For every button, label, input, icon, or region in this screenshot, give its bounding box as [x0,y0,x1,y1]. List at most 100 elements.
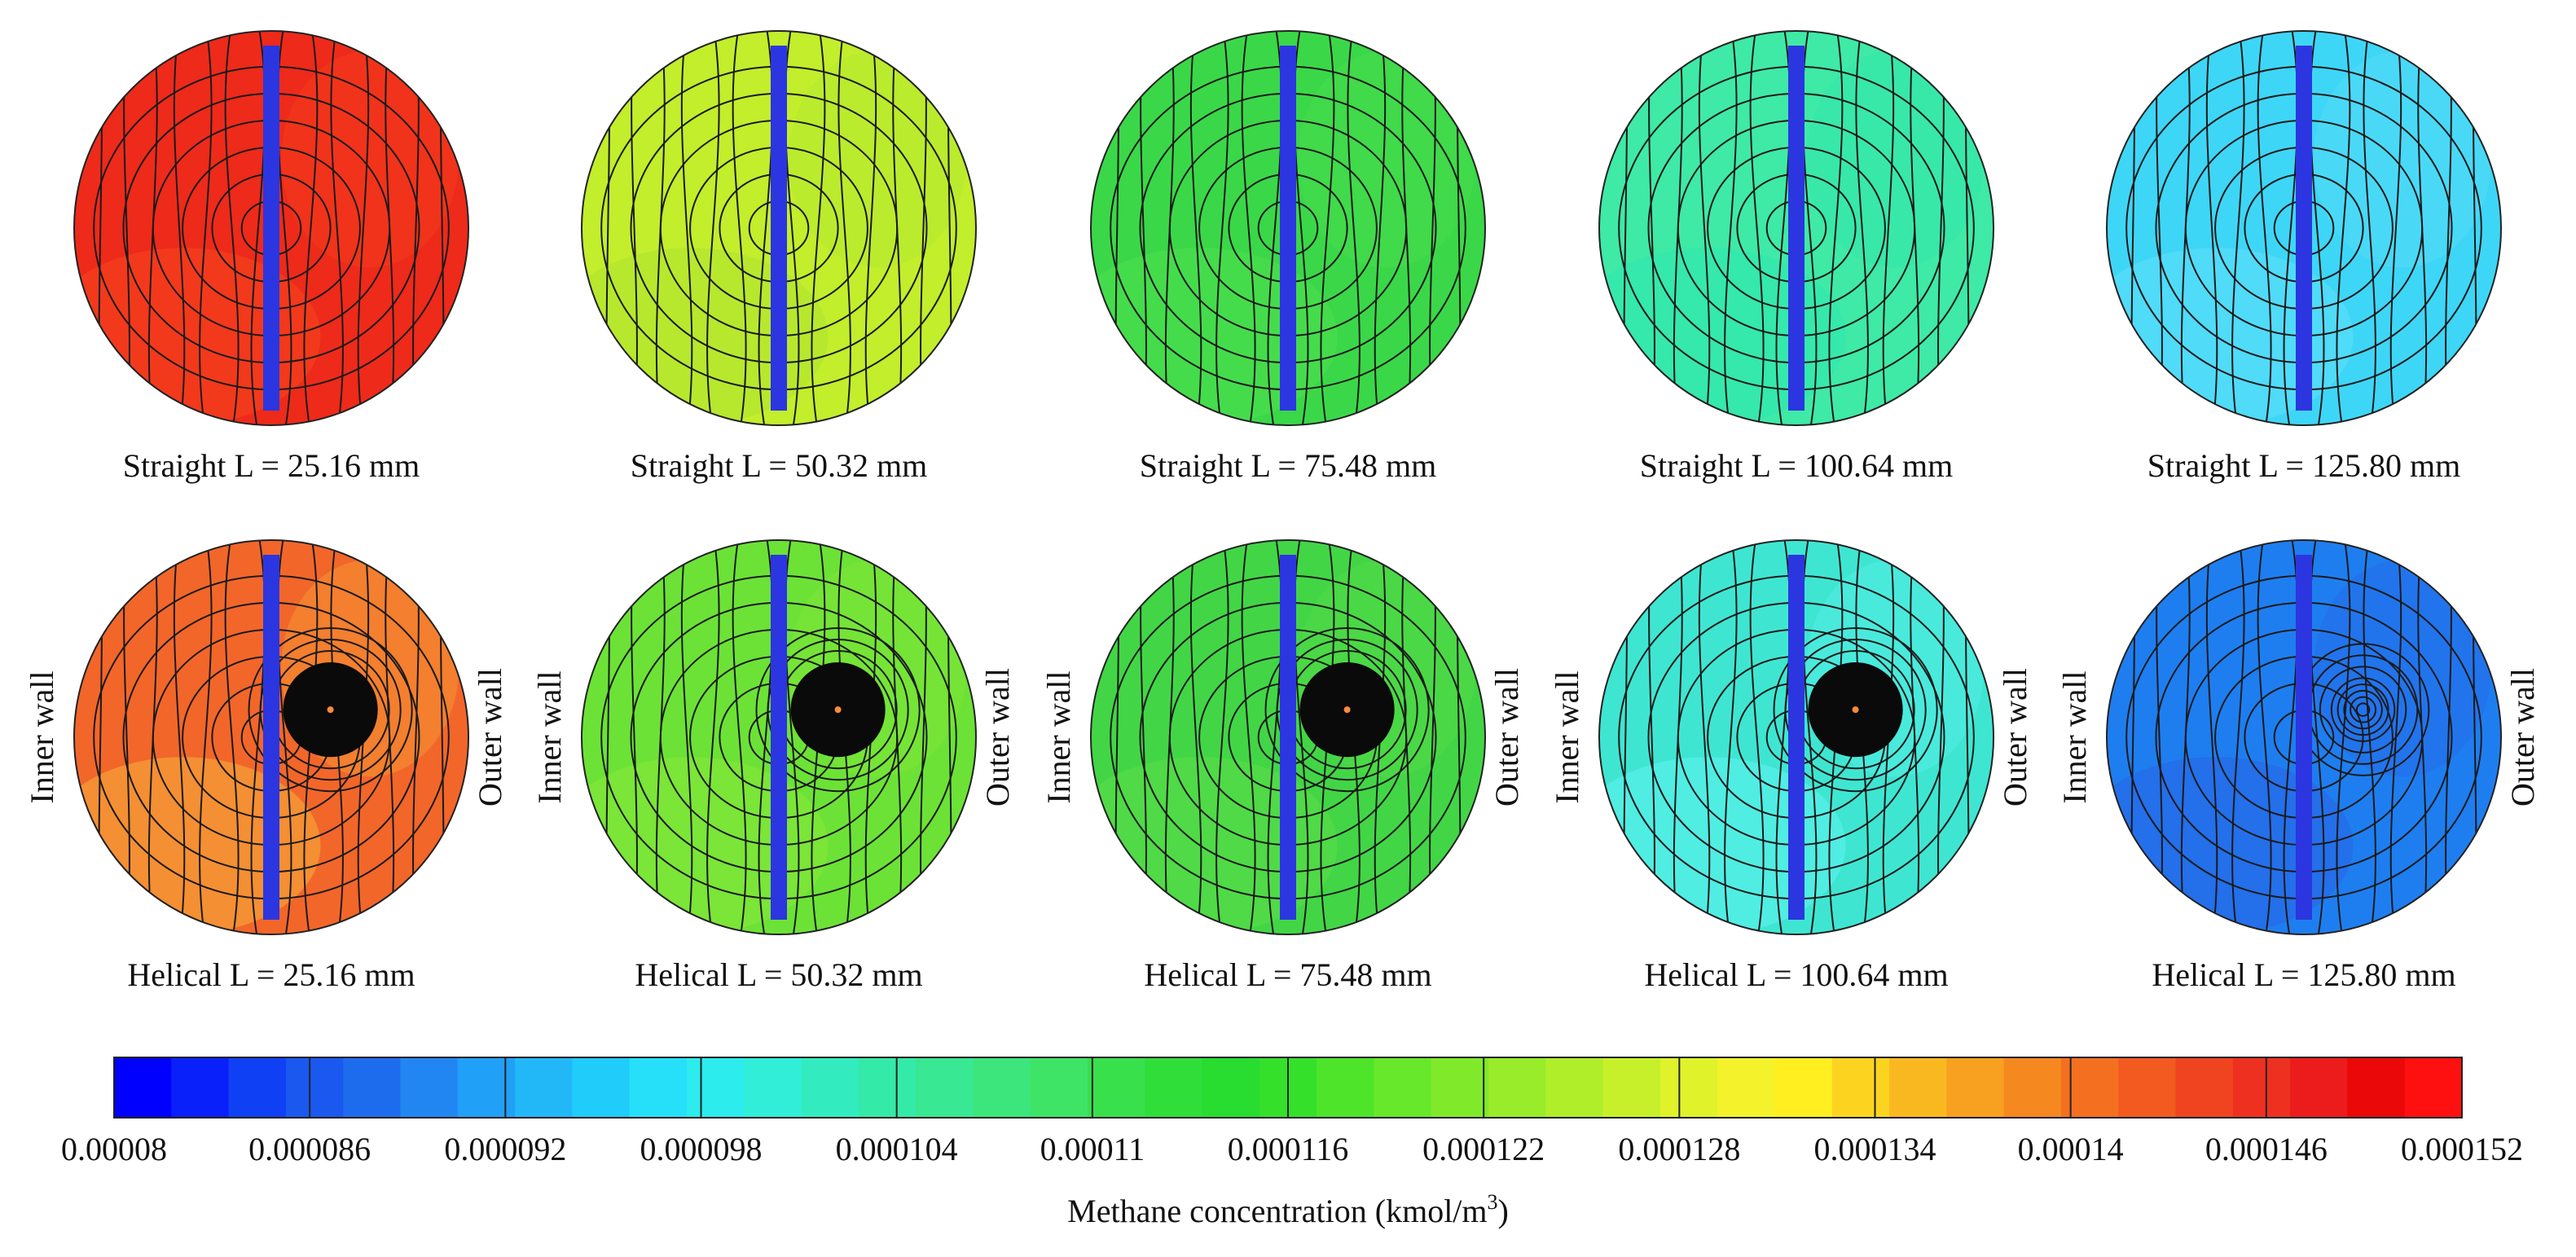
colorbar-tick-label: 0.000104 [836,1131,958,1167]
colorbar-cell [1774,1057,1833,1118]
panel-label: Straight L = 125.80 mm [2147,447,2460,484]
disk-outline [2106,30,2502,426]
panel-label: Straight L = 25.16 mm [123,447,420,484]
vortex-center [1852,706,1859,714]
inner-wall-label: Inner wall [2056,670,2093,803]
streamline [732,31,747,425]
colorbar-cell [2118,1057,2177,1118]
baffle-bar [1280,555,1296,920]
streamline [1882,31,1895,425]
colorbar-cell [2347,1057,2406,1118]
streamline [173,540,186,934]
panel-straight-2: Straight L = 50.32 mm [581,30,977,484]
panel-straight-1: Straight L = 25.16 mm [73,30,469,484]
panel-label: Straight L = 50.32 mm [631,447,927,484]
vortex-ring [259,639,402,781]
streamline [303,31,319,425]
colorbar-cell [114,1057,172,1118]
panel-label: Helical L = 100.64 mm [1644,956,1948,993]
panels-group: Straight L = 25.16 mm Straight L = 50.32 … [24,30,2541,993]
baffle-bar [263,46,279,411]
outer-wall-label: Outer wall [1488,668,1525,807]
colorbar-tick-label: 0.000116 [1228,1131,1349,1167]
colorbar-cell [686,1057,745,1118]
vortex-ring [1264,627,1430,793]
streamline [1241,31,1256,425]
vortex-center [834,706,842,714]
streamline [2205,31,2218,425]
colorbar-cell [2175,1057,2234,1118]
panel-straight-3: Straight L = 75.48 mm [1090,30,1486,484]
streamline [1189,31,1202,425]
contour-shade [2314,51,2491,268]
vortex-ring [2330,677,2396,742]
colorbar-cell [1317,1057,1375,1118]
streamline [224,31,240,425]
baffle-bar [771,46,787,411]
panel-label: Helical L = 75.48 mm [1144,956,1431,993]
streamline [680,540,693,934]
streamline [2205,540,2218,934]
vortex-center [1343,706,1351,714]
inner-wall-label: Inner wall [1040,670,1077,803]
vortex-ring [1276,639,1418,781]
streamline [1828,31,1844,425]
colorbar-cell [457,1057,516,1118]
colorbar-tick-label: 0.00008 [61,1131,167,1167]
colorbar-tick-label: 0.000122 [1422,1131,1545,1167]
panel-helical-5: Helical L = 125.80 mm Inner wall Outer wal… [2056,539,2541,993]
colorbar-cell [858,1057,917,1118]
colorbar-cell [629,1057,688,1118]
colorbar-cell [1545,1057,1604,1118]
inner-wall-label: Inner wall [1549,670,1585,803]
colorbar-tick-label: 0.000134 [1814,1131,1936,1167]
colorbar-cell [1831,1057,1890,1118]
colorbar-cell [1946,1057,2005,1118]
panel-straight-4: Straight L = 100.64 mm [1598,30,1994,484]
colorbar-cell [285,1057,344,1118]
colorbar-cell [801,1057,859,1118]
colorbar-cell [515,1057,573,1118]
colorbar-cell [2060,1057,2119,1118]
colorbar-tick-label: 0.000092 [444,1131,566,1167]
contour-shade [2314,560,2491,777]
panel-label: Straight L = 100.64 mm [1640,447,1953,484]
colorbar-cell [1030,1057,1088,1118]
colorbar-cell [744,1057,802,1118]
streamline [864,31,877,425]
colorbar-cell [1659,1057,1718,1118]
colorbar-tick-label: 0.000128 [1618,1131,1740,1167]
panel-label: Straight L = 75.48 mm [1140,447,1436,484]
streamline [357,31,370,425]
panel-helical-3: Helical L = 75.48 mm Inner wall Outer wall [1040,539,1525,993]
streamline [173,31,186,425]
streamline [2257,540,2272,934]
panel-label: Helical L = 125.80 mm [2152,956,2455,993]
streamline [1189,540,1202,934]
panel-helical-4: Helical L = 100.64 mm Inner wall Outer wal… [1549,539,2033,993]
colorbar-cell [400,1057,459,1118]
baffle-bar [2296,555,2312,920]
colorbar-cell [1145,1057,1203,1118]
colorbar-cell [2232,1057,2291,1118]
colorbar-cell [343,1057,402,1118]
streamline [2336,540,2351,934]
colorbar-cell [572,1057,631,1118]
vortex-ring [2355,702,2371,717]
vortex-ring [767,639,909,781]
colorbar-cell [2003,1057,2062,1118]
vortex-ring [2350,696,2377,723]
colorbar-cell [1374,1057,1432,1118]
colorbar-cell [1087,1057,1145,1118]
contour-shade [281,51,459,268]
panel-helical-2: Helical L = 50.32 mm Inner wall Outer wall [531,539,1016,993]
vortex-ring [2343,689,2383,730]
streamline [2257,31,2272,425]
colorbar-cell [171,1057,230,1118]
colorbar-tick-label: 0.00011 [1040,1131,1145,1167]
outer-wall-label: Outer wall [979,668,1016,807]
baffle-bar [1788,555,1805,920]
streamline [811,31,826,425]
colorbar-cell [1202,1057,1260,1118]
baffle-bar [263,555,279,920]
